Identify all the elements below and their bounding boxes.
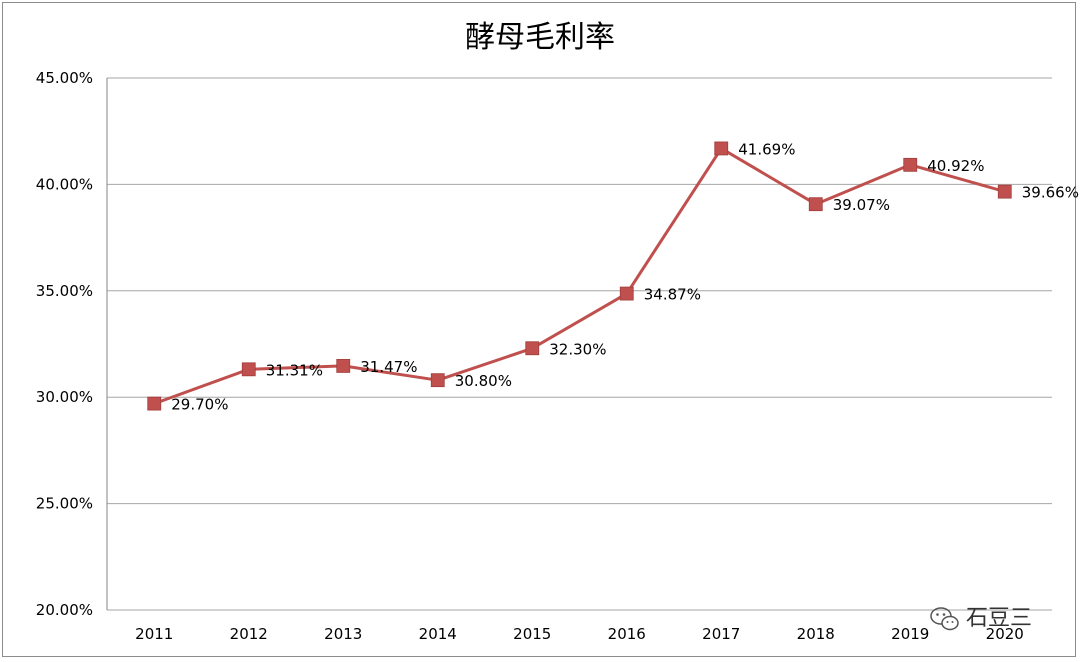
x-tick-label: 2016 bbox=[608, 625, 646, 643]
series bbox=[147, 141, 1012, 411]
data-label: 40.92% bbox=[927, 157, 984, 175]
data-point-marker bbox=[808, 197, 823, 212]
x-tick-label: 2020 bbox=[986, 625, 1024, 643]
wechat-icon bbox=[930, 607, 959, 631]
y-axis-ticks: 20.00% 25.00% 30.00% 35.00% 40.00% 45.00% bbox=[36, 69, 93, 619]
data-label: 31.31% bbox=[266, 361, 323, 379]
x-tick-label: 2019 bbox=[891, 625, 929, 643]
y-tick-label: 20.00% bbox=[36, 601, 93, 619]
y-tick-label: 45.00% bbox=[36, 69, 93, 87]
watermark-text: 石豆三 bbox=[966, 606, 1032, 631]
data-label: 30.80% bbox=[455, 372, 512, 390]
data-point-marker bbox=[525, 341, 540, 356]
x-tick-label: 2017 bbox=[702, 625, 740, 643]
y-tick-label: 40.00% bbox=[36, 175, 93, 193]
data-point-marker bbox=[241, 362, 256, 377]
y-tick-label: 35.00% bbox=[36, 282, 93, 300]
x-axis-ticks: 2011 2012 2013 2014 2015 2016 2017 2018 2019 2020 bbox=[135, 625, 1024, 643]
x-tick-label: 2011 bbox=[135, 625, 173, 643]
data-point-marker bbox=[903, 157, 918, 172]
series-line bbox=[153, 146, 1006, 406]
data-point-marker bbox=[997, 184, 1012, 199]
x-tick-label: 2018 bbox=[797, 625, 835, 643]
data-labels: 29.70% 31.31% 31.47% 30.80% 32.30% 34.87% 41.6… bbox=[171, 140, 1079, 413]
gridlines bbox=[107, 77, 1052, 611]
data-point-marker bbox=[147, 396, 162, 411]
data-label: 29.70% bbox=[171, 396, 228, 414]
data-point-marker bbox=[714, 141, 729, 156]
data-label: 32.30% bbox=[549, 340, 606, 358]
data-label: 31.47% bbox=[360, 358, 417, 376]
x-tick-label: 2014 bbox=[419, 625, 457, 643]
data-label: 34.87% bbox=[644, 286, 701, 304]
x-tick-label: 2015 bbox=[513, 625, 551, 643]
data-point-marker bbox=[336, 359, 351, 373]
data-label: 39.07% bbox=[833, 196, 890, 214]
data-point-marker bbox=[619, 286, 634, 301]
data-label: 41.69% bbox=[738, 140, 795, 158]
watermark: 石豆三 bbox=[930, 606, 1032, 631]
data-point-marker bbox=[430, 373, 445, 388]
y-tick-label: 30.00% bbox=[36, 388, 93, 406]
x-tick-label: 2013 bbox=[324, 625, 362, 643]
y-tick-label: 25.00% bbox=[36, 495, 93, 513]
x-tick-label: 2012 bbox=[230, 625, 268, 643]
chart-title: 酵母毛利率 bbox=[465, 20, 615, 55]
data-label: 39.66% bbox=[1022, 184, 1079, 202]
